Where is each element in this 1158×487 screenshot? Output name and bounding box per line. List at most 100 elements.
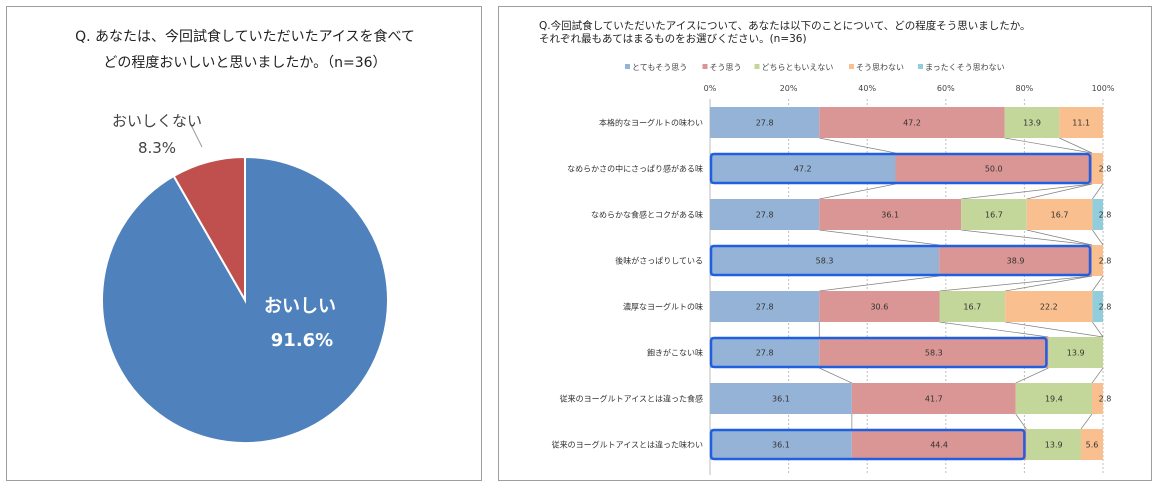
bar-segment	[1026, 199, 1093, 230]
bar-segment	[819, 291, 940, 322]
pie-label-oishii: おいしい	[264, 296, 336, 317]
bar-value-label: 16.7	[1051, 211, 1069, 220]
series-connector-line	[1092, 275, 1104, 292]
bar-segment	[1091, 153, 1103, 184]
bar-segment	[710, 153, 896, 184]
bar-segment	[1004, 107, 1060, 138]
x-tick-label: 20%	[780, 84, 798, 93]
series-connector-line	[1092, 183, 1104, 200]
bar-value-label: 2.8	[1099, 395, 1112, 404]
pie-slice-oishikunai	[172, 155, 246, 304]
bar-segment	[1059, 107, 1103, 138]
bar-title-line2: それぞれ最もあてはまるものをお選びください。(n=36)	[539, 33, 807, 45]
legend-swatch	[754, 64, 760, 69]
bar-value-label: 41.7	[925, 395, 943, 404]
bar-value-label: 2.8	[1099, 303, 1112, 312]
bar-segment	[851, 383, 1016, 414]
highlight-box	[709, 336, 1048, 369]
series-connector-line	[1026, 229, 1093, 246]
bar-segment	[1015, 383, 1092, 414]
bar-value-label: 47.2	[903, 119, 921, 128]
legend-item: そう思わない	[849, 63, 904, 72]
bar-title-line1: Q.今回試食していただいたアイスについて、あなたは以下のことについて、どの程度そ…	[539, 20, 1031, 32]
category-label: 従来のヨーグルトアイスとは違った食感	[560, 394, 703, 404]
legend-swatch	[702, 64, 708, 69]
bar-segment	[939, 245, 1092, 276]
legend-swatch	[625, 64, 630, 69]
series-connector-line	[1059, 137, 1093, 154]
legend-item: とてもそう思う	[625, 63, 687, 72]
bar-value-label: 27.8	[756, 119, 774, 128]
category-label: 濃厚なヨーグルトの味	[623, 302, 703, 312]
bar-segment	[710, 383, 852, 414]
bar-value-label: 36.1	[772, 395, 790, 404]
series-connector-line	[819, 275, 940, 292]
series-connector-line	[961, 183, 1093, 200]
legend-item: どちらともいえない	[754, 63, 834, 72]
highlight-box	[709, 152, 1092, 185]
category-label: 本格的なヨーグルトの味わい	[599, 118, 703, 128]
stacked-bar-chart: とてもそう思う そう思う どちらともいえない そう思わない まったくそう思わない 0% 20…	[552, 63, 1115, 475]
bar-value-label: 58.3	[816, 257, 834, 266]
category-label: なめらかな食感とコクがある味	[591, 210, 703, 220]
legend-swatch	[918, 64, 923, 69]
bar-segment	[1005, 291, 1093, 322]
bar-chart-panel: Q.今回試食していただいたアイスについて、あなたは以下のことについて、どの程度そ…	[498, 6, 1152, 481]
x-tick-label: 60%	[937, 84, 955, 93]
bar-segment	[710, 337, 820, 368]
bar-value-label: 16.7	[985, 211, 1003, 220]
series-connector-line	[1015, 367, 1049, 384]
x-tick-label: 0%	[704, 84, 717, 93]
bar-value-label: 30.6	[870, 303, 888, 312]
bar-segment	[1026, 429, 1081, 460]
bar-segment	[1080, 429, 1103, 460]
category-label: 後味がさっぱりしている	[615, 256, 703, 266]
legend-label: そう思わない	[856, 63, 904, 72]
bar-value-label: 27.8	[756, 303, 774, 312]
series-connector-line	[1026, 183, 1093, 200]
x-tick-label: 80%	[1016, 84, 1034, 93]
pie-label-oishikunai: おいしくない	[112, 112, 202, 130]
pie-value-oishikunai: 8.3%	[138, 139, 176, 157]
series-connector-line	[1015, 413, 1027, 430]
bar-segment	[895, 153, 1092, 184]
bar-value-label: 58.3	[925, 349, 943, 358]
series-connector-line	[819, 183, 896, 200]
series-connector-line	[819, 367, 853, 384]
bar-value-label: 13.9	[1023, 119, 1041, 128]
series-connector-line	[961, 229, 1093, 246]
bar-segment	[819, 199, 962, 230]
bar-value-label: 27.8	[756, 349, 774, 358]
series-connector-line	[1005, 275, 1093, 292]
legend-label: どちらともいえない	[762, 63, 834, 72]
bar-value-label: 47.2	[794, 165, 812, 174]
bar-segment	[710, 245, 940, 276]
bar-value-label: 36.1	[881, 211, 899, 220]
bar-segment	[961, 199, 1027, 230]
bar-segment	[819, 337, 1049, 368]
legend-label: とてもそう思う	[632, 63, 687, 72]
highlight-box	[709, 244, 1092, 277]
bar-segment	[1092, 291, 1103, 322]
series-connector-line	[819, 137, 896, 154]
bar-value-label: 50.0	[985, 165, 1003, 174]
bar-segment	[710, 107, 820, 138]
series-connector-line	[939, 321, 1049, 338]
bar-value-label: 2.8	[1099, 165, 1112, 174]
bar-value-label: 38.9	[1007, 257, 1025, 266]
bar-value-label: 19.4	[1045, 395, 1063, 404]
series-connector-line	[1092, 229, 1104, 246]
bar-value-label: 27.8	[756, 211, 774, 220]
bar-segment	[939, 291, 1006, 322]
bar-value-label: 11.1	[1072, 119, 1090, 128]
bar-segment	[819, 107, 1005, 138]
series-connector-line	[1092, 321, 1104, 338]
bar-segment	[851, 429, 1027, 460]
bar-value-label: 2.8	[1099, 257, 1112, 266]
bar-segment	[1092, 199, 1103, 230]
bar-value-label: 36.1	[772, 441, 790, 450]
pie-title-line2: どの程度おいしいと思いましたか。（n=36）	[103, 55, 387, 71]
bar-segment	[1091, 383, 1103, 414]
bar-segment	[710, 199, 820, 230]
pie-title-line1: Q. あなたは、今回試食していただいたアイスを食べて	[75, 29, 415, 45]
